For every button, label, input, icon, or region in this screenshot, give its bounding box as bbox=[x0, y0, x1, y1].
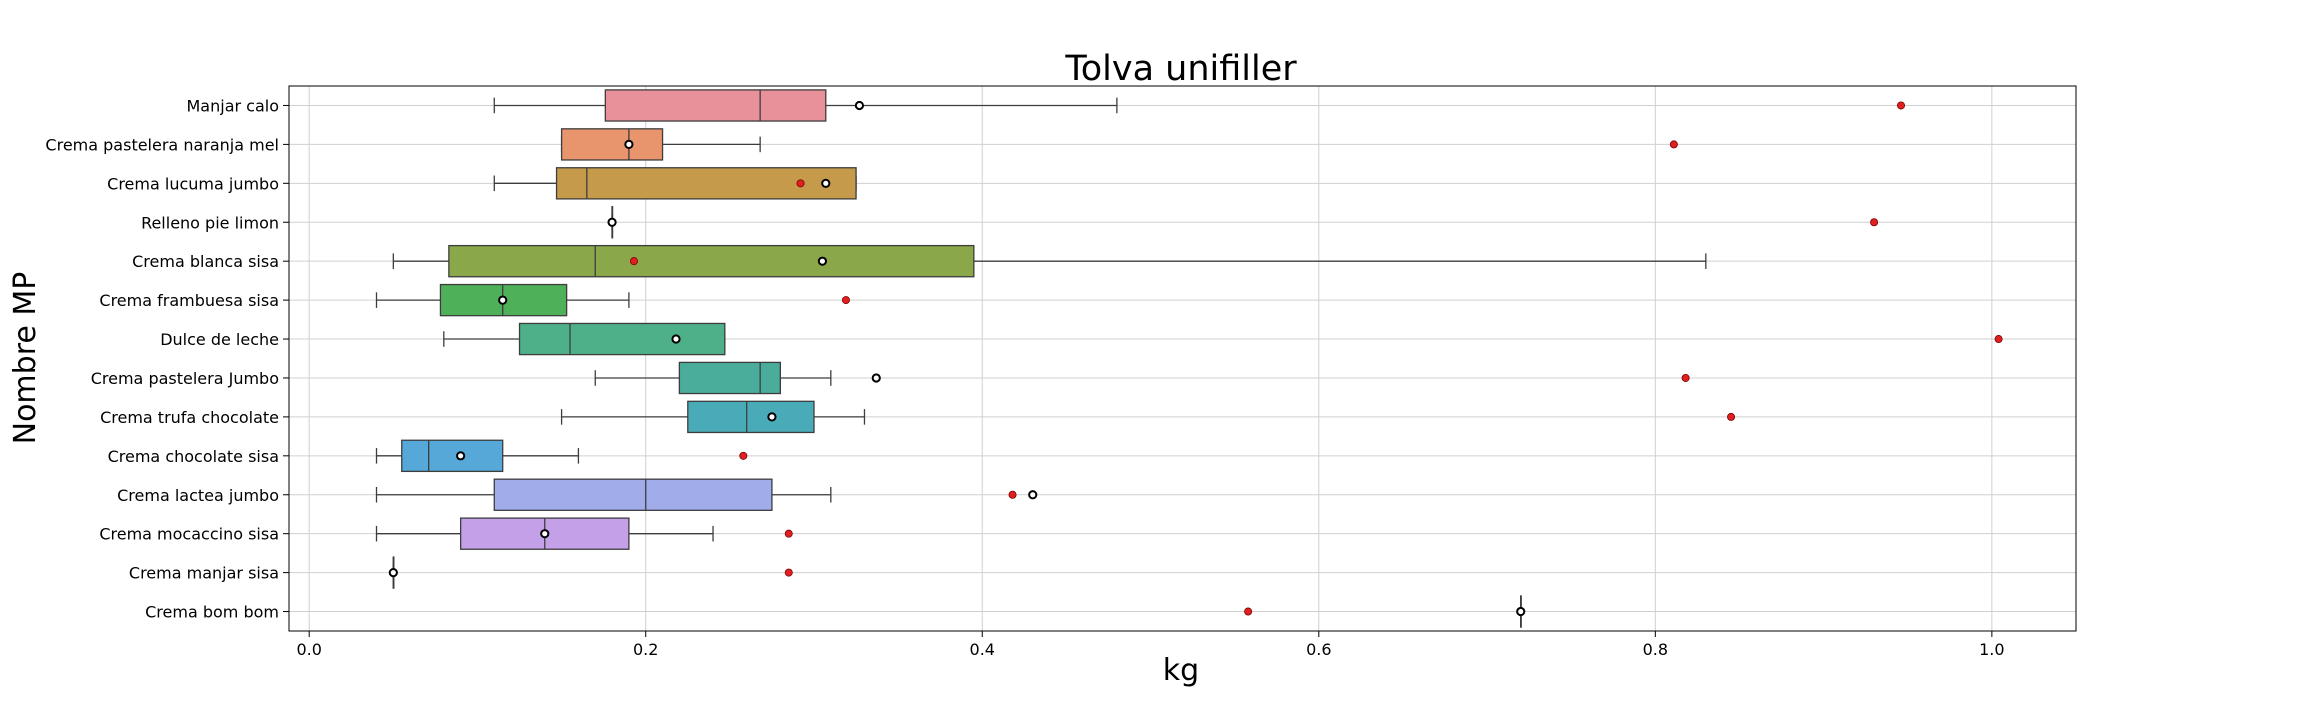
red-point bbox=[841, 296, 850, 305]
mean-point bbox=[456, 451, 466, 461]
box-8 bbox=[594, 361, 832, 395]
red-point bbox=[1870, 218, 1879, 227]
mean-point bbox=[821, 178, 831, 188]
red-point bbox=[1727, 412, 1736, 421]
x-tick-label: 0.8 bbox=[1643, 640, 1668, 659]
mean-point bbox=[540, 529, 550, 539]
x-tick-label: 0.2 bbox=[633, 640, 658, 659]
iqr-box bbox=[678, 361, 781, 395]
mean-point bbox=[871, 373, 881, 383]
box-layer bbox=[375, 89, 1707, 628]
x-tick-label: 0.6 bbox=[1306, 640, 1331, 659]
y-tick-label: Crema lactea jumbo bbox=[117, 486, 279, 505]
y-tick-label: Crema mocaccino sisa bbox=[99, 525, 279, 544]
iqr-box bbox=[560, 128, 664, 161]
y-tick-label: Crema bom bom bbox=[145, 603, 279, 622]
iqr-box bbox=[401, 439, 504, 473]
red-point bbox=[1994, 335, 2003, 344]
x-tick-label: 0.4 bbox=[970, 640, 995, 659]
box-11 bbox=[375, 478, 832, 511]
plot-frame bbox=[288, 85, 2077, 632]
y-tick-label: Crema manjar sisa bbox=[129, 564, 279, 583]
x-tick-labels: 0.0 0.2 0.4 0.6 0.8 1.0 bbox=[296, 631, 2005, 659]
red-point bbox=[739, 451, 748, 460]
mean-point bbox=[624, 139, 634, 149]
box-7 bbox=[443, 322, 726, 356]
red-point bbox=[1008, 490, 1017, 499]
iqr-box bbox=[493, 478, 773, 511]
mean-point bbox=[767, 412, 777, 422]
box-9 bbox=[560, 400, 866, 434]
red-point bbox=[629, 257, 638, 266]
mean-point bbox=[498, 295, 508, 305]
red-point bbox=[784, 529, 793, 538]
y-tick-label: Crema frambuesa sisa bbox=[99, 291, 279, 310]
y-tick-labels: Manjar calo Crema pastelera naranja mel Cr… bbox=[45, 96, 289, 622]
y-tick-label: Crema pastelera Jumbo bbox=[91, 369, 279, 388]
box-5 bbox=[392, 244, 1707, 278]
mean-point bbox=[607, 217, 617, 227]
y-tick-label: Crema chocolate sisa bbox=[108, 447, 279, 466]
y-tick-label: Manjar calo bbox=[187, 96, 280, 115]
box-10 bbox=[375, 439, 580, 473]
y-tick-label: Crema pastelera naranja mel bbox=[45, 135, 279, 154]
red-point bbox=[1897, 101, 1906, 110]
box-3 bbox=[493, 167, 857, 200]
mean-point bbox=[671, 334, 681, 344]
y-tick-label: Dulce de leche bbox=[160, 330, 279, 349]
red-point bbox=[1681, 373, 1690, 382]
y-tick-label: Crema blanca sisa bbox=[132, 252, 279, 271]
iqr-box bbox=[687, 400, 815, 434]
red-point bbox=[1244, 607, 1253, 616]
red-point bbox=[784, 568, 793, 577]
red-point bbox=[796, 179, 805, 188]
y-axis-label: Nombre MP bbox=[8, 272, 43, 445]
y-tick-label: Relleno pie limon bbox=[141, 213, 279, 232]
box-1 bbox=[493, 89, 1118, 122]
mean-point bbox=[1516, 606, 1526, 617]
iqr-box bbox=[604, 89, 827, 122]
x-tick-label: 1.0 bbox=[1979, 640, 2004, 659]
x-tick-label: 0.0 bbox=[296, 640, 321, 659]
y-tick-label: Crema lucuma jumbo bbox=[107, 174, 279, 193]
y-tick-label: Crema trufa chocolate bbox=[100, 408, 279, 427]
iqr-box bbox=[555, 167, 857, 200]
x-axis-label: kg bbox=[1163, 653, 1199, 688]
mean-point bbox=[1028, 490, 1038, 500]
red-point bbox=[1669, 140, 1678, 149]
marker-layer bbox=[388, 100, 2003, 617]
mean-point bbox=[854, 100, 865, 111]
iqr-box bbox=[518, 322, 726, 356]
chart-title: Tolva unifiller bbox=[1064, 49, 1297, 89]
mean-point bbox=[388, 568, 398, 578]
box-2 bbox=[560, 128, 761, 161]
mean-point bbox=[817, 256, 828, 266]
iqr-box bbox=[448, 244, 975, 278]
